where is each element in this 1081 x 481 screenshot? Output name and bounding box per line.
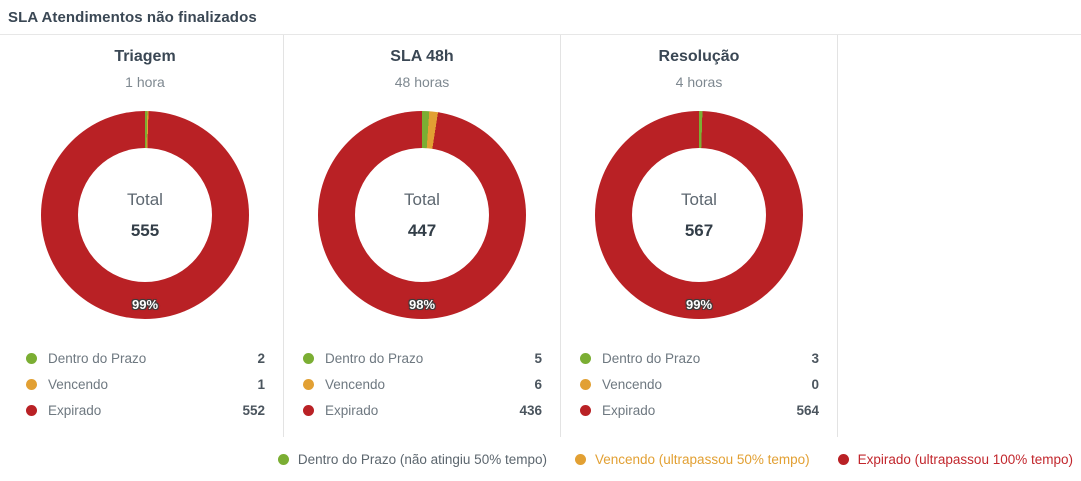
donut-chart-triagem[interactable]: Total 555 99%: [41, 111, 249, 319]
legend-row-expirado: Expirado 552: [7, 397, 283, 423]
red-dot-icon: [580, 404, 591, 416]
legend-row-dentro-do-prazo: Dentro do Prazo 3: [561, 345, 837, 371]
footer-legend-item-1: Vencendo (ultrapassou 50% tempo): [574, 451, 810, 467]
donut-chart-sla-48h[interactable]: Total 447 98%: [318, 111, 526, 319]
page-header: SLA Atendimentos não finalizados: [0, 0, 1081, 35]
total-label: Total: [681, 189, 717, 209]
legend-row-dentro-do-prazo: Dentro do Prazo 5: [284, 345, 560, 371]
legend-label: Vencendo: [325, 376, 386, 392]
chart-card-resolucao: Resolução 4 horas Total 567 99% Dentro d…: [561, 35, 838, 437]
legend-value: 6: [534, 376, 542, 392]
red-dot-icon: [837, 453, 849, 465]
legend-value: 564: [796, 402, 819, 418]
red-dot-icon: [26, 404, 37, 416]
legend-row-expirado: Expirado 436: [284, 397, 560, 423]
footer-legend: Dentro do Prazo (não atingiu 50% tempo) …: [0, 437, 1081, 481]
legend-value: 1: [257, 376, 265, 392]
expired-percent-label: 99%: [131, 297, 159, 312]
green-dot-icon: [580, 352, 591, 364]
legend-label: Dentro do Prazo: [602, 350, 701, 366]
legend-value: 3: [811, 350, 819, 366]
chart-card-triagem: Triagem 1 hora Total 555 99% Dentro do P…: [7, 35, 284, 437]
footer-legend-item-2: Expirado (ultrapassou 100% tempo): [837, 451, 1073, 467]
legend-row-expirado: Expirado 564: [561, 397, 837, 423]
legend-label: Vencendo: [48, 376, 109, 392]
donut-center: Total 567: [632, 148, 766, 282]
legend-label: Dentro do Prazo: [48, 350, 147, 366]
expired-percent-label: 99%: [685, 297, 713, 312]
donut-center: Total 447: [355, 148, 489, 282]
legend-row-vencendo: Vencendo 0: [561, 371, 837, 397]
legend-value: 2: [257, 350, 265, 366]
total-label: Total: [404, 189, 440, 209]
orange-dot-icon: [580, 378, 591, 390]
legend-value: 0: [811, 376, 819, 392]
footer-legend-item-0: Dentro do Prazo (não atingiu 50% tempo): [277, 451, 547, 467]
total-value: 567: [684, 220, 714, 240]
chart-title: Resolução: [658, 48, 740, 65]
legend-row-dentro-do-prazo: Dentro do Prazo 2: [7, 345, 283, 371]
donut-chart-resolucao[interactable]: Total 567 99%: [595, 111, 803, 319]
page-title: SLA Atendimentos não finalizados: [8, 9, 257, 26]
empty-column: [838, 35, 1081, 437]
chart-subtitle: 48 horas: [394, 74, 450, 90]
chart-card-sla-48h: SLA 48h 48 horas Total 447 98% Dentro do…: [284, 35, 561, 437]
legend-label: Dentro do Prazo: [325, 350, 424, 366]
expired-percent-label: 98%: [408, 297, 436, 312]
total-value: 555: [130, 220, 160, 240]
footer-legend-label: Dentro do Prazo (não atingiu 50% tempo): [297, 451, 547, 467]
footer-legend-label: Expirado (ultrapassou 100% tempo): [857, 451, 1073, 467]
legend-value: 436: [519, 402, 542, 418]
chart-title: Triagem: [114, 48, 176, 65]
chart-title: SLA 48h: [390, 48, 454, 65]
donut-center: Total 555: [78, 148, 212, 282]
legend-value: 552: [242, 402, 265, 418]
charts-row: Triagem 1 hora Total 555 99% Dentro do P…: [0, 35, 1081, 437]
green-dot-icon: [303, 352, 314, 364]
legend-label: Expirado: [325, 402, 379, 418]
total-label: Total: [127, 189, 163, 209]
total-value: 447: [407, 220, 437, 240]
legend-label: Expirado: [48, 402, 102, 418]
green-dot-icon: [26, 352, 37, 364]
chart-legend: Dentro do Prazo 5 Vencendo 6 Expirado 43…: [284, 345, 560, 423]
chart-subtitle: 4 horas: [675, 74, 723, 90]
legend-row-vencendo: Vencendo 1: [7, 371, 283, 397]
legend-value: 5: [534, 350, 542, 366]
red-dot-icon: [303, 404, 314, 416]
footer-legend-label: Vencendo (ultrapassou 50% tempo): [594, 451, 810, 467]
chart-legend: Dentro do Prazo 3 Vencendo 0 Expirado 56…: [561, 345, 837, 423]
legend-label: Expirado: [602, 402, 656, 418]
orange-dot-icon: [26, 378, 37, 390]
chart-subtitle: 1 hora: [125, 74, 165, 90]
green-dot-icon: [277, 453, 289, 465]
orange-dot-icon: [574, 453, 586, 465]
legend-row-vencendo: Vencendo 6: [284, 371, 560, 397]
orange-dot-icon: [303, 378, 314, 390]
legend-label: Vencendo: [602, 376, 663, 392]
chart-legend: Dentro do Prazo 2 Vencendo 1 Expirado 55…: [7, 345, 283, 423]
